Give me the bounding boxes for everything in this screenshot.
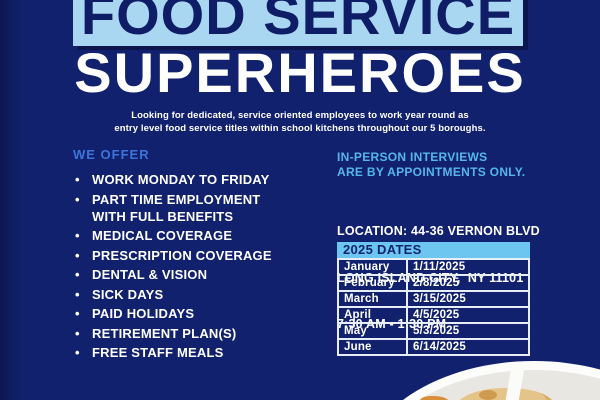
schedule-grid: January 1/11/2025 February 2/8/2025 March 3/1… bbox=[337, 258, 530, 356]
schedule-row: June 6/14/2025 bbox=[337, 338, 530, 356]
title-line2: SUPERHEROES bbox=[74, 41, 526, 104]
offer-item: DENTAL & VISION bbox=[73, 266, 273, 283]
offer-item: WORK MONDAY TO FRIDAY bbox=[73, 171, 273, 188]
offer-item: FREE STAFF MEALS bbox=[73, 344, 273, 361]
offer-item: RETIREMENT PLAN(S) bbox=[73, 325, 273, 342]
schedule-month: February bbox=[337, 274, 408, 292]
intro-paragraph: Looking for dedicated, service oriented … bbox=[70, 109, 530, 135]
schedule-month: May bbox=[337, 322, 408, 340]
schedule-month: June bbox=[337, 338, 408, 356]
offer-item: MEDICAL COVERAGE bbox=[73, 227, 273, 244]
offer-item: SICK DAYS bbox=[73, 286, 273, 303]
schedule-row: May 5/3/2025 bbox=[337, 322, 530, 340]
title-line1: FOOD SERVICE bbox=[80, 0, 516, 46]
offers-list: WORK MONDAY TO FRIDAY PART TIME EMPLOYMEN… bbox=[73, 171, 273, 361]
schedule-date: 3/15/2025 bbox=[406, 290, 530, 308]
intro-line-1: Looking for dedicated, service oriented … bbox=[131, 110, 469, 121]
interview-note: IN-PERSON INTERVIEWS ARE BY APPOINTMENTS… bbox=[337, 150, 547, 180]
schedule-date: 5/3/2025 bbox=[406, 322, 530, 340]
schedule-date: 6/14/2025 bbox=[406, 338, 530, 356]
title-banner: FOOD SERVICE bbox=[73, 0, 523, 46]
schedule-row: January 1/11/2025 bbox=[337, 258, 530, 276]
food-item-bits bbox=[420, 396, 450, 400]
schedule-date: 4/5/2025 bbox=[406, 306, 530, 324]
schedule-month: March bbox=[337, 290, 408, 308]
schedule-row: February 2/8/2025 bbox=[337, 274, 530, 292]
offers-section: WE OFFER WORK MONDAY TO FRIDAY PART TIME … bbox=[73, 148, 288, 364]
offer-item: PART TIME EMPLOYMENT WITH FULL BENEFITS bbox=[73, 191, 273, 225]
schedule-date: 1/11/2025 bbox=[406, 258, 530, 276]
schedule-month: April bbox=[337, 306, 408, 324]
food-item-spot bbox=[479, 390, 497, 400]
schedule-table: 2025 DATES January 1/11/2025 February 2/8/2… bbox=[337, 242, 530, 356]
schedule-header: 2025 DATES bbox=[337, 242, 530, 258]
location-line-1: LOCATION: 44-36 VERNON BLVD bbox=[337, 224, 540, 238]
intro-line-2: entry level food service titles within s… bbox=[114, 123, 486, 134]
interview-note-line-1: IN-PERSON INTERVIEWS bbox=[337, 150, 488, 164]
offers-heading: WE OFFER bbox=[73, 147, 150, 162]
schedule-month: January bbox=[337, 258, 408, 276]
interview-note-line-2: ARE BY APPOINTMENTS ONLY. bbox=[337, 165, 526, 179]
lunch-tray-image bbox=[360, 361, 600, 400]
schedule-date: 2/8/2025 bbox=[406, 274, 530, 292]
offer-item: PAID HOLIDAYS bbox=[73, 305, 273, 322]
schedule-body: January 1/11/2025 February 2/8/2025 March 3/1… bbox=[337, 258, 530, 356]
offer-item: PRESCRIPTION COVERAGE bbox=[73, 247, 273, 264]
schedule-row: April 4/5/2025 bbox=[337, 306, 530, 324]
schedule-row: March 3/15/2025 bbox=[337, 290, 530, 308]
